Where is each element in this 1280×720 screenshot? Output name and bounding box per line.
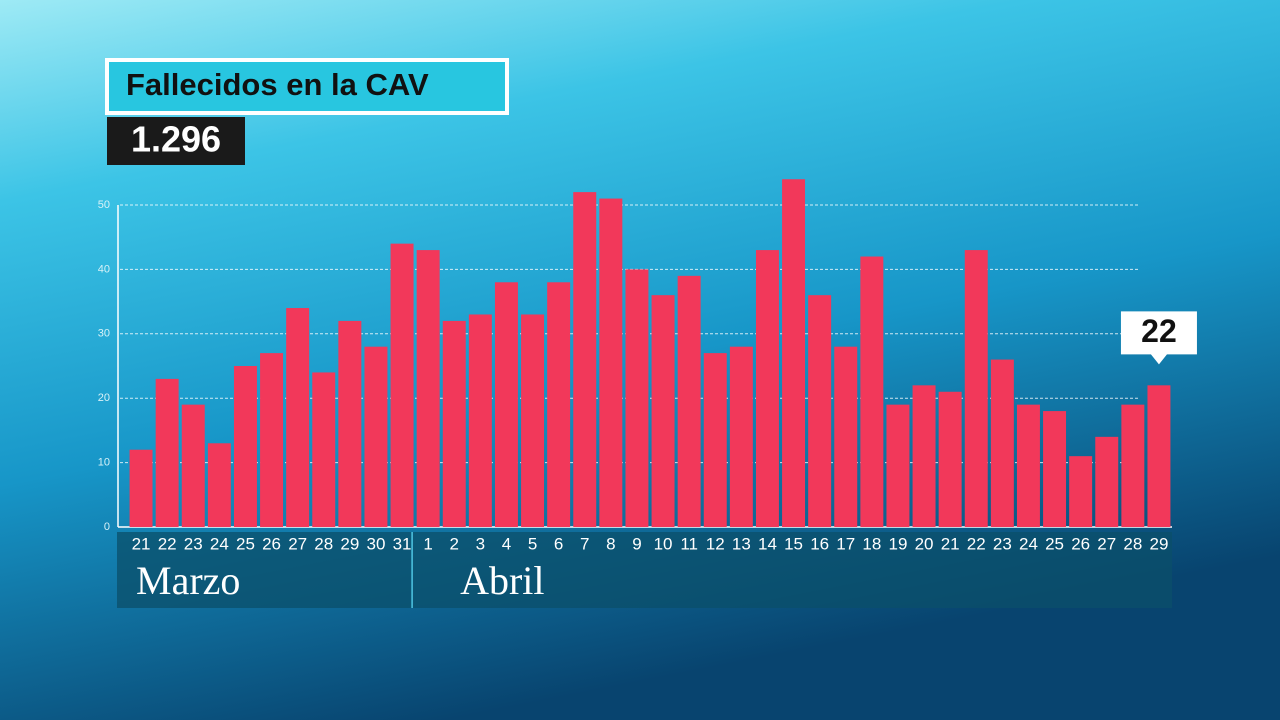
bar [964, 250, 988, 527]
x-tick-label: 23 [184, 534, 203, 553]
bar [312, 372, 336, 527]
month-label: Abril [460, 558, 544, 603]
bar [494, 282, 518, 527]
x-tick-label: 20 [915, 534, 934, 553]
x-tick-label: 3 [476, 534, 485, 553]
x-tick-label: 7 [580, 534, 589, 553]
month-label: Marzo [136, 558, 240, 603]
total-label: 1.296 [131, 119, 221, 160]
bar [990, 359, 1014, 527]
bar [1147, 385, 1171, 527]
title-box [105, 58, 509, 115]
bar [364, 346, 388, 527]
y-tick-label: 30 [98, 328, 110, 340]
chart-title: Fallecidos en la CAV [126, 67, 429, 102]
x-tick-label: 26 [1071, 534, 1090, 553]
bar [860, 256, 884, 527]
x-tick-label: 9 [632, 534, 641, 553]
x-tick-label: 2 [450, 534, 459, 553]
x-tick-label: 30 [366, 534, 385, 553]
bar [808, 295, 832, 527]
bar [729, 346, 753, 527]
bar [782, 179, 806, 528]
bar [755, 250, 779, 527]
x-tick-label: 21 [941, 534, 960, 553]
x-tick-label: 22 [967, 534, 986, 553]
x-tick-label: 18 [862, 534, 881, 553]
bar [573, 192, 597, 527]
bar [1043, 411, 1067, 527]
x-tick-label: 15 [784, 534, 803, 553]
x-tick-label: 8 [606, 534, 615, 553]
x-tick-label: 17 [836, 534, 855, 553]
x-tick-label: 19 [888, 534, 907, 553]
x-tick-label: 6 [554, 534, 563, 553]
y-tick-label: 0 [104, 521, 110, 533]
bar [1069, 456, 1093, 527]
x-tick-label: 26 [262, 534, 281, 553]
total-box [107, 117, 245, 165]
x-tick-label: 22 [158, 534, 177, 553]
bar [155, 378, 179, 527]
bar [912, 385, 936, 527]
x-tick-label: 24 [1019, 534, 1038, 553]
y-tick-label: 10 [98, 457, 110, 469]
x-tick-label: 4 [502, 534, 511, 553]
bar [651, 295, 675, 527]
x-tick-label: 27 [1097, 534, 1116, 553]
bar [390, 243, 414, 527]
x-tick-label: 29 [340, 534, 359, 553]
x-tick-label: 24 [210, 534, 229, 553]
month-band [117, 532, 1172, 608]
x-tick-label: 28 [1123, 534, 1142, 553]
bar [677, 275, 701, 527]
x-tick-label: 10 [654, 534, 673, 553]
bar [416, 250, 440, 527]
x-tick-label: 13 [732, 534, 751, 553]
x-tick-label: 23 [993, 534, 1012, 553]
x-tick-label: 25 [236, 534, 255, 553]
x-tick-label: 14 [758, 534, 777, 553]
x-tick-label: 1 [423, 534, 432, 553]
value-label: 22 [1141, 313, 1177, 349]
bar [468, 314, 492, 527]
bar [442, 320, 466, 527]
bar [1121, 404, 1145, 527]
bar [703, 353, 727, 527]
x-tick-label: 25 [1045, 534, 1064, 553]
x-tick-label: 12 [706, 534, 725, 553]
bar [938, 391, 962, 527]
bar [625, 269, 649, 527]
x-tick-label: 28 [314, 534, 333, 553]
bar [260, 353, 284, 527]
bar [233, 366, 257, 527]
bar [547, 282, 571, 527]
bar [181, 404, 205, 527]
x-tick-label: 31 [393, 534, 412, 553]
bar [338, 320, 362, 527]
y-tick-label: 20 [98, 392, 110, 404]
bar [1095, 436, 1119, 527]
bar [599, 198, 623, 527]
bar [886, 404, 910, 527]
y-tick-label: 40 [98, 263, 110, 275]
bar [521, 314, 545, 527]
bar [1016, 404, 1040, 527]
bar [834, 346, 858, 527]
x-tick-label: 29 [1149, 534, 1168, 553]
bar [129, 449, 153, 527]
y-tick-label: 50 [98, 199, 110, 211]
x-tick-label: 27 [288, 534, 307, 553]
x-tick-label: 16 [810, 534, 829, 553]
x-tick-label: 5 [528, 534, 537, 553]
x-tick-label: 11 [680, 534, 698, 553]
x-tick-label: 21 [132, 534, 151, 553]
bar [207, 443, 231, 527]
callout-box [1120, 311, 1197, 365]
bar [286, 308, 310, 527]
